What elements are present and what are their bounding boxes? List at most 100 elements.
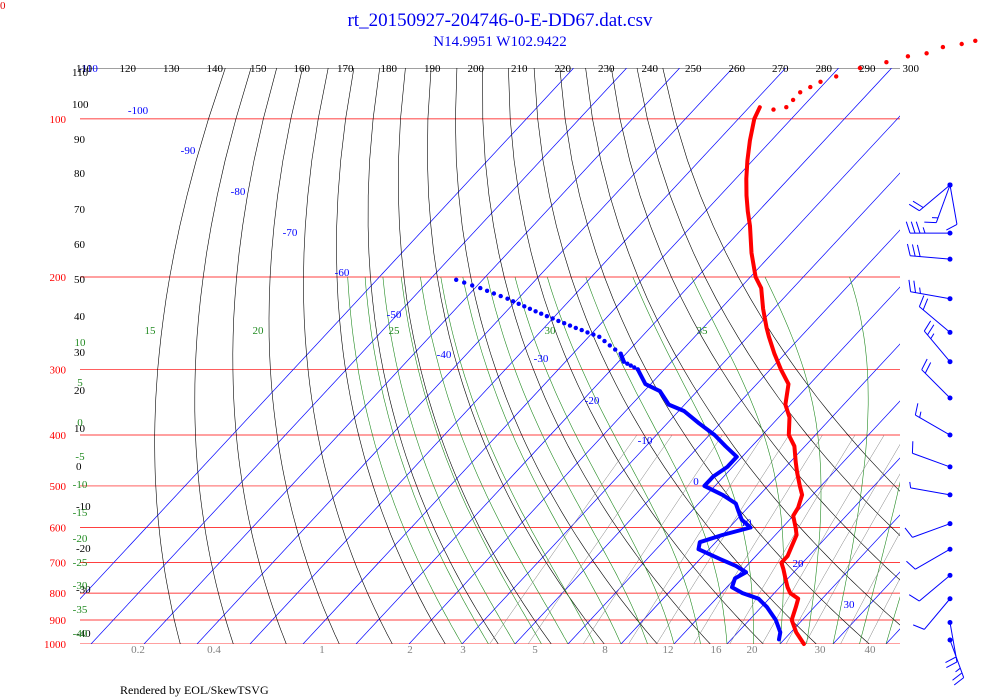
mixing-ratio-line: [840, 532, 900, 644]
top-axis-label: 160: [294, 63, 311, 75]
wind-barb-staff: [919, 306, 951, 333]
wind-barb-feather: [916, 244, 921, 257]
wind-barb-feather: [921, 358, 928, 370]
top-axis-label: 110: [76, 63, 93, 75]
top-axis-label: 210: [511, 63, 528, 75]
isotherm-label: -110: [78, 63, 98, 75]
dewpoint-point: [505, 296, 510, 301]
wind-barb-feather: [905, 221, 911, 234]
dewpoint-point: [618, 351, 623, 356]
wind-barb-feather: [952, 672, 963, 681]
isotherm-label: -40: [437, 349, 452, 361]
moist-adiabat-line: [832, 276, 869, 644]
moist-adiabat-label: -30: [73, 580, 88, 592]
moist-adiabat-line: [347, 276, 463, 644]
wind-barb-feather: [910, 221, 916, 234]
mixing-ratio-line: [693, 434, 823, 644]
dewpoint-point: [585, 330, 590, 335]
wind-barb-staff: [915, 414, 951, 436]
wind-barb-feather: [923, 320, 932, 332]
isotherm-line: [196, 68, 733, 644]
dewpoint-point: [527, 306, 533, 311]
dry-adiabat-line: [427, 68, 605, 644]
moist-adiabat-label: -35: [73, 604, 88, 616]
dry-adiabat-line: [611, 68, 900, 581]
credit-text: Rendered by EOL/SkewTSVG: [120, 683, 269, 697]
mixing-ratio-line: [761, 434, 885, 644]
wind-barb-feather: [946, 661, 958, 668]
wind-barb-feather: [912, 624, 925, 630]
temperature-point: [940, 44, 946, 50]
dry-adiabat-line: [585, 68, 900, 626]
wind-barb-feather: [908, 203, 920, 212]
moist-adiabat-line: [400, 276, 542, 644]
mixing-ratio-label: 0.4: [207, 644, 221, 656]
moist-adiabat-line: [764, 276, 822, 644]
isotherm-label: 30: [844, 599, 856, 611]
isotherm-label: -60: [335, 267, 350, 279]
wind-barb-feather: [919, 287, 921, 294]
mixing-ratio-label: 16: [711, 644, 723, 656]
dewpoint-point: [625, 361, 630, 366]
dewpoint-point: [533, 309, 538, 314]
wind-barb: [918, 295, 953, 335]
wind-barb-feather: [912, 200, 924, 208]
dewpoint-point: [607, 343, 612, 348]
mixing-ratio-label: 12: [663, 644, 674, 656]
moist-adiabat-label: 20: [253, 325, 265, 337]
pressure-label: 700: [50, 558, 67, 570]
moist-adiabat-label: 25: [389, 325, 401, 337]
wind-barb-station: [947, 182, 953, 188]
pressure-label: 400: [50, 430, 67, 442]
wind-barb-feather: [922, 298, 929, 311]
wind-barb-staff: [912, 452, 951, 468]
wind-barb: [912, 596, 953, 630]
temperature-point: [924, 51, 929, 56]
isotherm-line: [461, 172, 900, 644]
isotherm-line: [302, 68, 839, 644]
wind-barb-staff: [910, 487, 951, 496]
wind-barb: [906, 243, 953, 262]
mixing-ratio-label: 3: [460, 644, 466, 656]
mixing-ratio-line: [804, 473, 900, 644]
dewpoint-point: [454, 277, 459, 282]
moist-adiabat-label: -25: [73, 557, 88, 569]
moist-adiabat-line: [462, 276, 622, 644]
wind-barb: [914, 403, 953, 438]
pressure-label: 100: [50, 114, 67, 126]
dry-adiabat-label: 110: [72, 67, 89, 79]
dry-adiabat-label: 20: [74, 385, 86, 397]
dry-adiabat-label: 40: [74, 311, 86, 323]
isotherm-label: -30: [534, 353, 549, 365]
isotherm-label: 0: [693, 476, 699, 488]
top-axis-label: 280: [816, 63, 833, 75]
wind-barb-staff: [923, 330, 951, 363]
wind-barb-feather: [915, 221, 921, 234]
top-axis-label: 250: [685, 63, 702, 75]
dewpoint-point: [462, 280, 467, 285]
top-axis-label: 230: [598, 63, 615, 75]
temperature-point: [905, 54, 911, 59]
top-axis-label: 290: [859, 63, 876, 75]
pressure-label: 1000: [44, 639, 67, 651]
isotherm-line: [567, 286, 900, 644]
dry-adiabat-label: 100: [72, 99, 89, 111]
isotherm-label: 20: [793, 558, 805, 570]
isotherm-line: [620, 343, 900, 644]
temperature-point: [798, 90, 803, 95]
moist-adiabat-label: -20: [73, 533, 88, 545]
wind-barb: [947, 637, 965, 686]
wind-barb-feather: [906, 243, 911, 256]
isotherm-line: [408, 115, 900, 644]
wind-barb: [906, 546, 953, 570]
dewpoint-point: [579, 327, 584, 333]
dry-adiabat-line: [194, 68, 252, 644]
dry-adiabat-line: [154, 68, 226, 644]
dry-adiabat-label: -20: [76, 543, 91, 555]
mixing-ratio-line: [527, 434, 673, 644]
moist-adiabat-line: [859, 481, 900, 644]
dewpoint-point: [573, 325, 578, 331]
top-axis-label: 120: [120, 63, 137, 75]
dry-adiabat-label: 50: [74, 274, 86, 286]
moist-adiabat-label: 0: [77, 417, 83, 429]
